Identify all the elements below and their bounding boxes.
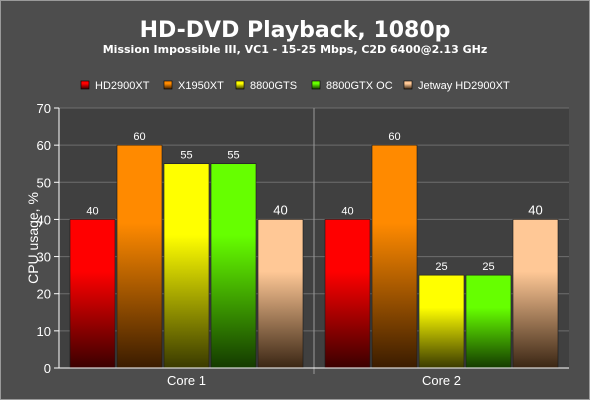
bar — [69, 219, 116, 369]
bar — [324, 219, 371, 369]
bar — [512, 219, 559, 369]
legend-swatch — [163, 80, 173, 90]
y-tick-label: 50 — [37, 175, 51, 190]
data-label: 25 — [482, 261, 494, 273]
data-label: 40 — [341, 205, 353, 217]
bar — [418, 274, 465, 369]
data-label: 60 — [388, 131, 400, 143]
data-label: 40 — [273, 202, 287, 217]
axes: 0 10 20 30 40 50 60 70 Core 1 Core 2 — [37, 101, 569, 388]
bar — [465, 274, 512, 369]
data-label: 40 — [528, 202, 542, 217]
legend-swatch — [311, 80, 321, 90]
legend-label: Jetway HD2900XT — [418, 80, 510, 92]
y-tick-label: 10 — [37, 324, 51, 339]
legend-label: HD2900XT — [95, 80, 150, 92]
data-label: 55 — [227, 150, 239, 162]
y-tick-label: 60 — [37, 138, 51, 153]
legend-swatch — [403, 80, 413, 90]
data-label: 40 — [86, 205, 98, 217]
bar — [163, 163, 210, 369]
bar — [371, 144, 418, 369]
legend-label: 8800GTX OC — [326, 80, 393, 92]
data-label: 25 — [435, 261, 447, 273]
y-tick-label: 40 — [37, 212, 51, 227]
chart-title: HD-DVD Playback, 1080p — [140, 18, 451, 43]
category-label: Core 2 — [422, 373, 461, 388]
y-tick-label: 20 — [37, 287, 51, 302]
bars: 40 60 55 55 40 40 60 25 25 40 — [69, 131, 559, 369]
legend-swatch — [235, 80, 245, 90]
legend-label: X1950XT — [178, 80, 224, 92]
y-tick-label: 70 — [37, 101, 51, 116]
bar — [210, 163, 257, 369]
bar — [257, 219, 304, 369]
y-tick-label: 0 — [44, 361, 51, 376]
category-label: Core 1 — [167, 373, 206, 388]
legend: HD2900XT X1950XT 8800GTS 8800GTX OC Jetway H… — [80, 80, 510, 92]
y-tick-label: 30 — [37, 250, 51, 265]
bar — [116, 144, 163, 369]
data-label: 55 — [180, 150, 192, 162]
chart-subtitle: Mission Impossible III, VC1 - 15-25 Mbps… — [103, 43, 488, 56]
y-axis-label: CPU usage, % — [25, 192, 41, 284]
data-label: 60 — [133, 131, 145, 143]
legend-label: 8800GTS — [250, 80, 297, 92]
legend-swatch — [80, 80, 90, 90]
